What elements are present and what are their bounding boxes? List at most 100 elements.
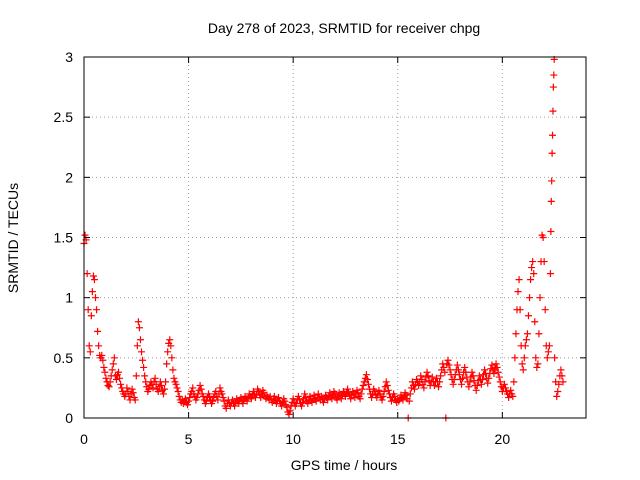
data-point (88, 288, 96, 296)
data-point (522, 336, 530, 344)
plot-frame (83, 56, 587, 419)
data-point (173, 384, 181, 392)
data-point (423, 368, 431, 376)
data-point (90, 276, 98, 284)
data-point (328, 395, 336, 403)
data-point (164, 348, 172, 356)
data-point (541, 306, 549, 314)
data-point (536, 294, 544, 302)
data-point (128, 385, 136, 393)
data-point (104, 382, 112, 390)
data-point (421, 378, 429, 386)
data-point (151, 374, 159, 382)
data-point (341, 392, 349, 400)
data-point (172, 380, 180, 388)
data-point (472, 386, 480, 394)
data-point (131, 396, 139, 404)
x-tick-label: 10 (285, 431, 301, 447)
data-point (520, 354, 528, 362)
data-point (485, 374, 493, 382)
data-point (437, 372, 445, 380)
y-tick-label: 0 (65, 410, 73, 426)
data-point (405, 397, 413, 405)
data-point (154, 388, 162, 396)
data-point (110, 354, 118, 362)
data-point (185, 397, 193, 405)
data-point (478, 375, 486, 383)
data-point (133, 342, 141, 350)
data-point (98, 351, 106, 359)
data-point (123, 384, 131, 392)
data-point (515, 276, 523, 284)
data-point (206, 392, 213, 400)
data-point (530, 270, 538, 278)
data-point (424, 372, 432, 380)
data-point (275, 394, 283, 402)
data-point (162, 378, 170, 386)
data-point (516, 306, 524, 314)
data-point (549, 83, 557, 91)
y-tick-label: 1.5 (54, 230, 74, 246)
data-point (202, 397, 210, 405)
data-point (163, 360, 171, 368)
data-point (415, 382, 423, 390)
data-point (319, 398, 327, 406)
data-point (364, 380, 372, 388)
data-point (435, 383, 443, 391)
data-point (507, 386, 515, 394)
data-point (286, 407, 294, 415)
data-point (166, 336, 174, 344)
data-point (134, 318, 142, 326)
data-point (432, 374, 440, 382)
data-point (428, 373, 436, 381)
data-point (149, 384, 157, 392)
data-point (420, 384, 428, 392)
data-point (209, 397, 217, 405)
data-point (106, 378, 114, 386)
data-point (410, 385, 418, 393)
data-point (488, 361, 496, 369)
data-point (510, 378, 518, 386)
data-point (135, 324, 143, 332)
data-point (95, 342, 103, 350)
data-point (539, 234, 547, 241)
data-point (540, 258, 548, 266)
data-point (174, 388, 182, 396)
data-point (399, 396, 407, 404)
data-point (324, 396, 332, 404)
data-point (219, 394, 227, 402)
data-point (140, 363, 148, 371)
grid-lines (84, 57, 586, 418)
data-point (554, 388, 562, 396)
data-point (108, 366, 116, 374)
y-axis-label: SRMTID / TECUs (5, 183, 21, 293)
data-point (356, 395, 364, 403)
data-point (519, 366, 527, 374)
data-point (231, 402, 239, 410)
data-point (197, 385, 205, 393)
data-point (189, 384, 197, 392)
data-point (384, 386, 392, 394)
data-point (347, 395, 355, 403)
data-point (430, 382, 438, 390)
data-point (547, 197, 555, 205)
x-tick-label: 20 (495, 431, 511, 447)
data-point (102, 374, 110, 382)
data-point (169, 366, 177, 374)
data-point (129, 389, 137, 397)
data-point (362, 371, 370, 379)
data-point (461, 363, 469, 371)
data-point (469, 372, 477, 380)
data-point (436, 378, 444, 386)
data-point (546, 270, 554, 278)
data-point (505, 394, 513, 402)
y-tick-label: 3 (65, 49, 73, 65)
data-point (105, 383, 113, 391)
data-point (496, 378, 504, 386)
data-point (378, 396, 386, 404)
data-point (257, 394, 265, 402)
data-point (458, 380, 466, 388)
data-point (477, 380, 485, 388)
data-point (193, 394, 201, 402)
